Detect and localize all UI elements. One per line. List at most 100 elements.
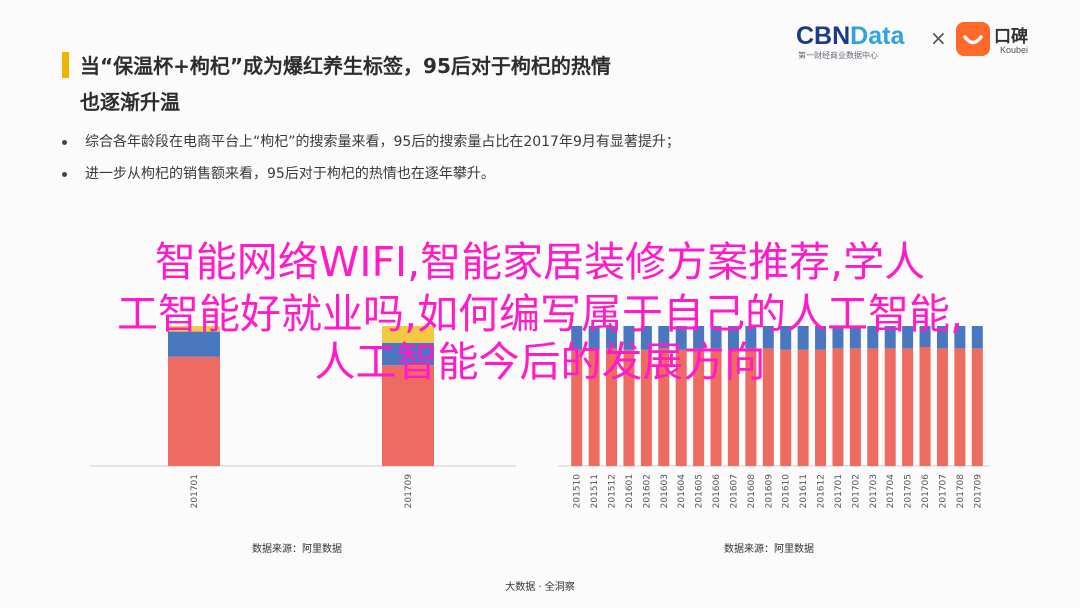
chart2-bar-segment xyxy=(745,326,757,349)
chart2-bar-segment xyxy=(815,349,827,466)
chart2-tick-label: 201602 xyxy=(642,474,652,508)
overlay-headline-line3: 人工智能今后的发展方向 xyxy=(314,338,766,386)
chart2-bar-segment xyxy=(797,326,809,350)
bullet-item: 综合各年龄段在电商平台上“枸杞”的搜索量来看，95后的搜索量占比在2017年9月… xyxy=(62,131,680,151)
chart2-tick-label: 201607 xyxy=(729,474,739,508)
chart2-bar-segment xyxy=(727,349,739,466)
chart2-tick-label: 201708 xyxy=(956,474,966,509)
chart2-source: 数据来源：阿里数据 xyxy=(724,544,814,555)
chart2-tick-label: 201706 xyxy=(921,474,931,509)
chart2-bar-segment xyxy=(815,326,827,350)
chart1-source: 数据来源：阿里数据 xyxy=(252,544,342,555)
chart2-bar-segment xyxy=(971,348,983,466)
chart2-bar-segment xyxy=(849,348,861,466)
chart2-tick-label: 201606 xyxy=(712,474,722,509)
slide-title-line1: 当“保温杯+枸杞”成为爆红养生标签，95后对于枸杞的热情 xyxy=(80,54,611,78)
chart2-bar-segment xyxy=(762,326,774,349)
chart2-bar-segment xyxy=(936,348,948,466)
logo-separator: × xyxy=(930,26,947,50)
chart2-bar-segment xyxy=(936,326,948,349)
bullet-text: 进一步从枸杞的销售额来看，95后对于枸杞的热情也在逐年攀升。 xyxy=(85,166,495,182)
chart2-tick-label: 201608 xyxy=(747,474,757,509)
chart2-tick-label: 201704 xyxy=(886,474,896,509)
cbndata-subtitle: 第一财经商业数据中心 xyxy=(798,51,878,60)
chart2-bar-segment xyxy=(954,326,966,349)
chart2-tick-label: 201611 xyxy=(799,474,809,508)
chart2-tick-label: 201512 xyxy=(608,474,618,508)
chart2-bar-segment xyxy=(832,326,844,349)
chart2-tick-label: 201702 xyxy=(851,474,861,508)
chart2-bar-segment xyxy=(640,349,652,466)
chart2-bar-segment xyxy=(658,326,670,349)
chart2-bar-segment xyxy=(902,348,914,466)
chart2-bar-segment xyxy=(971,326,983,349)
chart2-bar-segment xyxy=(640,326,652,350)
chart1-bar-segment xyxy=(168,331,220,357)
overlay-headline-line2: 工智能好就业吗,如何编写属于自己的人工智能, xyxy=(116,290,964,338)
chart2-bar-segment xyxy=(658,348,670,466)
chart2-tick-label: 201612 xyxy=(817,474,827,508)
chart1-bar-segment xyxy=(168,356,220,466)
chart2-tick-label: 201603 xyxy=(660,474,670,508)
chart1-bar-segment xyxy=(168,326,220,332)
chart2-tick-label: 201609 xyxy=(764,474,774,509)
chart2-bar-segment xyxy=(745,348,757,466)
chart2-bar-segment xyxy=(867,348,879,466)
chart2-bar-segment xyxy=(780,326,792,350)
chart2-bar-segment xyxy=(623,326,635,350)
footer-tagline: 大数据 · 全洞察 xyxy=(505,582,575,593)
chart2-bar-segment xyxy=(675,349,687,466)
koubei-name: 口碑 xyxy=(994,27,1028,47)
chart2-bar-segment xyxy=(588,349,600,466)
chart2-bar-segment xyxy=(884,326,896,349)
chart2-bar-segment xyxy=(727,326,739,350)
bullet-dot-icon xyxy=(62,139,67,145)
chart2-bar-segment xyxy=(780,349,792,466)
chart2-bar-segment xyxy=(693,326,705,349)
chart2-tick-label: 201605 xyxy=(695,474,705,508)
chart2-bar-segment xyxy=(606,348,618,466)
chart2-bar-segment xyxy=(919,326,931,347)
chart2-tick-label: 201707 xyxy=(938,474,948,508)
chart2-bar-segment xyxy=(623,349,635,466)
chart2-bar-segment xyxy=(884,348,896,466)
chart1-bar-segment xyxy=(382,326,434,343)
chart2-bar-segment xyxy=(797,349,809,466)
chart2-tick-label: 201601 xyxy=(625,474,635,508)
chart2-tick-label: 201701 xyxy=(834,474,844,508)
bullet-dot-icon xyxy=(62,171,67,177)
chart2-bar-segment xyxy=(693,348,705,466)
chart2-bar-segment xyxy=(710,326,722,349)
chart2-bar-segment xyxy=(849,326,861,349)
chart2-bar-segment xyxy=(571,326,583,350)
chart2-tick-label: 201709 xyxy=(973,474,983,509)
chart2-tick-label: 201703 xyxy=(869,474,879,508)
koubei-logo-icon xyxy=(956,22,990,56)
chart2-bar-segment xyxy=(675,326,687,350)
cbn-text: CBN xyxy=(796,22,851,50)
slide-title-line2: 也逐渐升温 xyxy=(80,90,180,114)
chart2-bar-segment xyxy=(606,326,618,349)
chart2-bar-segment xyxy=(902,326,914,349)
chart2-bar-segment xyxy=(762,348,774,466)
chart2-bar-segment xyxy=(571,349,583,466)
bullet-text: 综合各年龄段在电商平台上“枸杞”的搜索量来看，95后的搜索量占比在2017年9月… xyxy=(85,134,680,150)
chart1-tick-label: 201709 xyxy=(404,474,414,509)
chart1-bar-segment xyxy=(382,342,434,366)
chart2-bar-segment xyxy=(867,326,879,349)
overlay-headline-line1: 智能网络WIFI,智能家居装修方案推荐,学人 xyxy=(154,238,926,286)
chart2-tick-label: 201510 xyxy=(573,474,583,509)
title-accent-bar xyxy=(62,52,69,78)
chart2-bar-segment xyxy=(710,348,722,466)
chart2-bar-segment xyxy=(588,326,600,350)
chart2-bar-segment xyxy=(832,348,844,466)
koubei-english: Koubei xyxy=(1000,45,1029,55)
chart2-tick-label: 201610 xyxy=(782,474,792,509)
chart2-tick-label: 201511 xyxy=(590,474,600,508)
cbndata-logo: CBNData xyxy=(796,22,904,51)
chart2-bar-segment xyxy=(919,347,931,466)
chart1-tick-label: 201701 xyxy=(190,474,200,508)
brand-logos: CBNData 第一财经商业数据中心 × 口碑 Koubei xyxy=(796,20,1036,62)
